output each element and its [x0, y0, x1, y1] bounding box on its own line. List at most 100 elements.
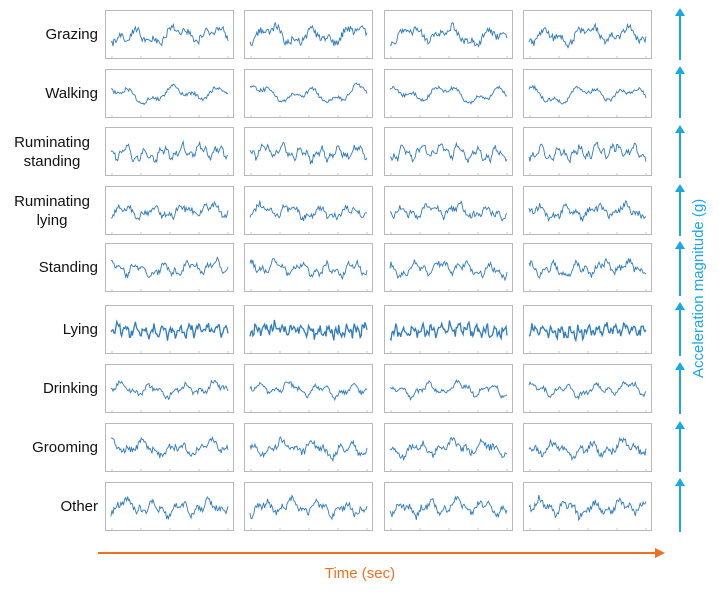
acceleration-signal — [389, 85, 508, 117]
time-axis-arrow — [98, 548, 665, 558]
signal-panel — [523, 186, 652, 235]
row-label: Drinking — [0, 379, 98, 398]
row-label: Ruminating standing — [0, 133, 98, 171]
signal-trace — [389, 21, 508, 49]
row-label: Other — [0, 497, 98, 516]
signal-trace — [528, 495, 647, 522]
acceleration-signal — [389, 259, 508, 291]
acceleration-signal — [389, 141, 508, 175]
magnitude-arrowhead — [675, 241, 685, 249]
signal-panel — [105, 127, 234, 176]
signal-trace — [249, 200, 368, 222]
acceleration-signal — [528, 141, 647, 175]
signal-trace — [389, 320, 508, 342]
signal-trace — [528, 380, 647, 401]
signal-panel — [384, 364, 513, 413]
acceleration-signal — [389, 320, 508, 353]
row-label-text: Walking — [45, 85, 98, 102]
row-label: Standing — [0, 258, 98, 277]
acceleration-signal — [249, 319, 368, 353]
acceleration-signal — [110, 379, 229, 412]
row-label: Ruminating lying — [0, 192, 98, 230]
signal-panel — [105, 305, 234, 354]
signal-trace — [110, 379, 229, 401]
signal-panel — [244, 10, 373, 59]
signal-panel — [244, 127, 373, 176]
row-label-text: Grazing — [45, 26, 98, 43]
acceleration-signal — [528, 22, 647, 58]
signal-panel — [105, 10, 234, 59]
row-label-text: Grooming — [32, 439, 98, 456]
acceleration-signal — [110, 435, 229, 471]
signal-panel — [384, 305, 513, 354]
signal-trace — [249, 141, 368, 165]
signal-panel — [384, 482, 513, 531]
signal-panel — [244, 364, 373, 413]
signal-trace — [249, 435, 368, 463]
signal-trace — [389, 437, 508, 461]
magnitude-arrowhead — [675, 8, 685, 16]
magnitude-arrow — [675, 302, 685, 356]
signal-trace — [389, 495, 508, 520]
row-label: Grazing — [0, 25, 98, 44]
magnitude-arrow — [675, 184, 685, 236]
signal-trace — [249, 257, 368, 280]
acceleration-signal — [249, 494, 368, 530]
acceleration-signal — [110, 200, 229, 234]
signal-trace — [389, 200, 508, 222]
row-label: Grooming — [0, 438, 98, 457]
row-label-text: Drinking — [42, 380, 98, 397]
acceleration-signal — [528, 380, 647, 412]
signal-panel — [523, 243, 652, 292]
signal-panel — [244, 423, 373, 472]
signal-trace — [110, 319, 229, 341]
magnitude-arrow — [675, 125, 685, 178]
acceleration-signal — [528, 495, 647, 530]
acceleration-signal — [528, 84, 647, 117]
magnitude-arrow — [675, 66, 685, 118]
signal-trace — [249, 21, 368, 47]
acceleration-signal — [249, 257, 368, 291]
signal-panel — [523, 482, 652, 531]
signal-panel — [105, 243, 234, 292]
acceleration-signal — [528, 322, 647, 353]
magnitude-axis-arrows — [675, 8, 685, 532]
row-label: Lying — [0, 320, 98, 339]
signal-panel — [523, 69, 652, 118]
signal-panel — [523, 364, 652, 413]
signal-panel — [244, 305, 373, 354]
signal-panel — [105, 186, 234, 235]
signal-trace — [528, 141, 647, 164]
signal-trace — [528, 200, 647, 223]
acceleration-signal — [389, 200, 508, 234]
signal-panel — [105, 69, 234, 118]
acceleration-signal — [528, 257, 647, 291]
magnitude-arrow — [675, 478, 685, 532]
acceleration-signal — [249, 435, 368, 471]
signal-trace — [528, 84, 647, 105]
row-label-text: Ruminating lying — [14, 192, 90, 229]
signal-panel — [384, 423, 513, 472]
magnitude-arrowhead — [675, 362, 685, 370]
signal-trace — [389, 259, 508, 282]
signal-panel — [523, 423, 652, 472]
signal-panel — [384, 243, 513, 292]
magnitude-arrow — [675, 362, 685, 414]
signal-panel — [523, 10, 652, 59]
signal-trace — [249, 494, 368, 521]
signal-trace — [249, 319, 368, 341]
acceleration-signal — [110, 22, 229, 58]
signal-panel — [105, 482, 234, 531]
signal-panel — [523, 127, 652, 176]
signal-trace — [110, 435, 229, 459]
signal-trace — [528, 22, 647, 49]
acceleration-signal — [110, 496, 229, 530]
signal-trace — [111, 83, 229, 106]
acceleration-signal — [389, 378, 508, 412]
signal-trace — [110, 22, 229, 47]
acceleration-signal — [110, 139, 229, 175]
row-label: Walking — [0, 84, 98, 103]
signal-trace — [110, 496, 229, 521]
signal-trace — [389, 141, 508, 164]
